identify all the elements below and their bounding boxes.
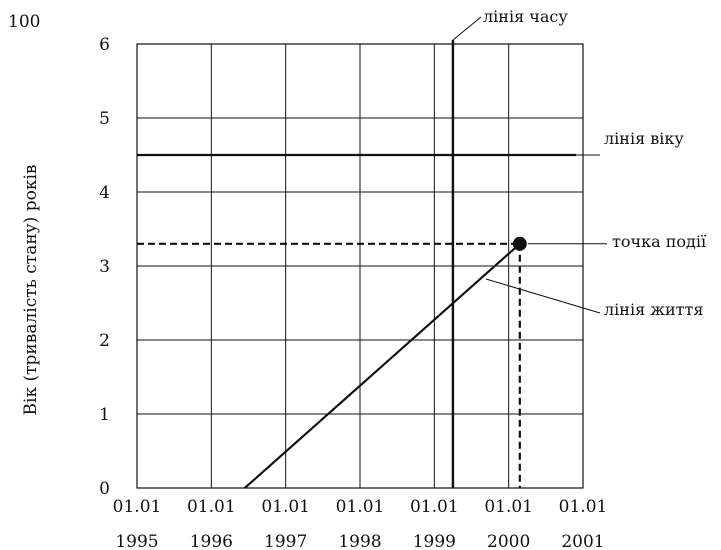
age-line-label: лінія віку: [604, 129, 684, 148]
life-line: [244, 242, 521, 489]
x-tick-date: 01.01: [410, 497, 459, 517]
x-tick-labels: 01.01 1995 01.01 1996 01.01 1997 01.01 1998 01.0…: [113, 497, 608, 550]
y-tick-label: 4: [99, 183, 110, 203]
time-line-pointer: [452, 16, 482, 41]
x-tick-date: 01.01: [484, 497, 533, 517]
x-tick-year: 1995: [115, 532, 158, 550]
x-tick-year: 1999: [413, 532, 456, 550]
x-tick-date: 01.01: [113, 497, 162, 517]
x-tick-year: 1998: [338, 532, 381, 550]
event-point: [512, 236, 527, 251]
y-tick-label: 1: [99, 405, 110, 425]
x-tick-year: 1996: [190, 532, 233, 550]
grid: [136, 43, 584, 489]
y-tick-label: 2: [99, 331, 110, 351]
x-tick-date: 01.01: [336, 497, 385, 517]
x-tick-year: 2000: [487, 532, 530, 550]
corner-label: 100: [8, 12, 40, 32]
y-axis-label: Вік (тривалість стану) років: [21, 165, 41, 416]
life-line-label: лінія життя: [604, 300, 703, 319]
x-tick-year: 1997: [264, 532, 307, 550]
x-tick-date: 01.01: [187, 497, 236, 517]
life-line-pointer: [485, 278, 601, 314]
x-tick-year: 2001: [561, 532, 604, 550]
y-tick-label: 3: [99, 257, 110, 277]
y-tick-labels: 0 1 2 3 4 5 6: [99, 35, 110, 499]
time-line-label: лінія часу: [483, 7, 568, 26]
y-tick-label: 0: [99, 479, 110, 499]
event-point-label: точка події: [612, 232, 706, 251]
x-tick-date: 01.01: [261, 497, 310, 517]
x-tick-date: 01.01: [559, 497, 608, 517]
y-tick-label: 5: [99, 109, 110, 129]
y-tick-label: 6: [99, 35, 110, 55]
